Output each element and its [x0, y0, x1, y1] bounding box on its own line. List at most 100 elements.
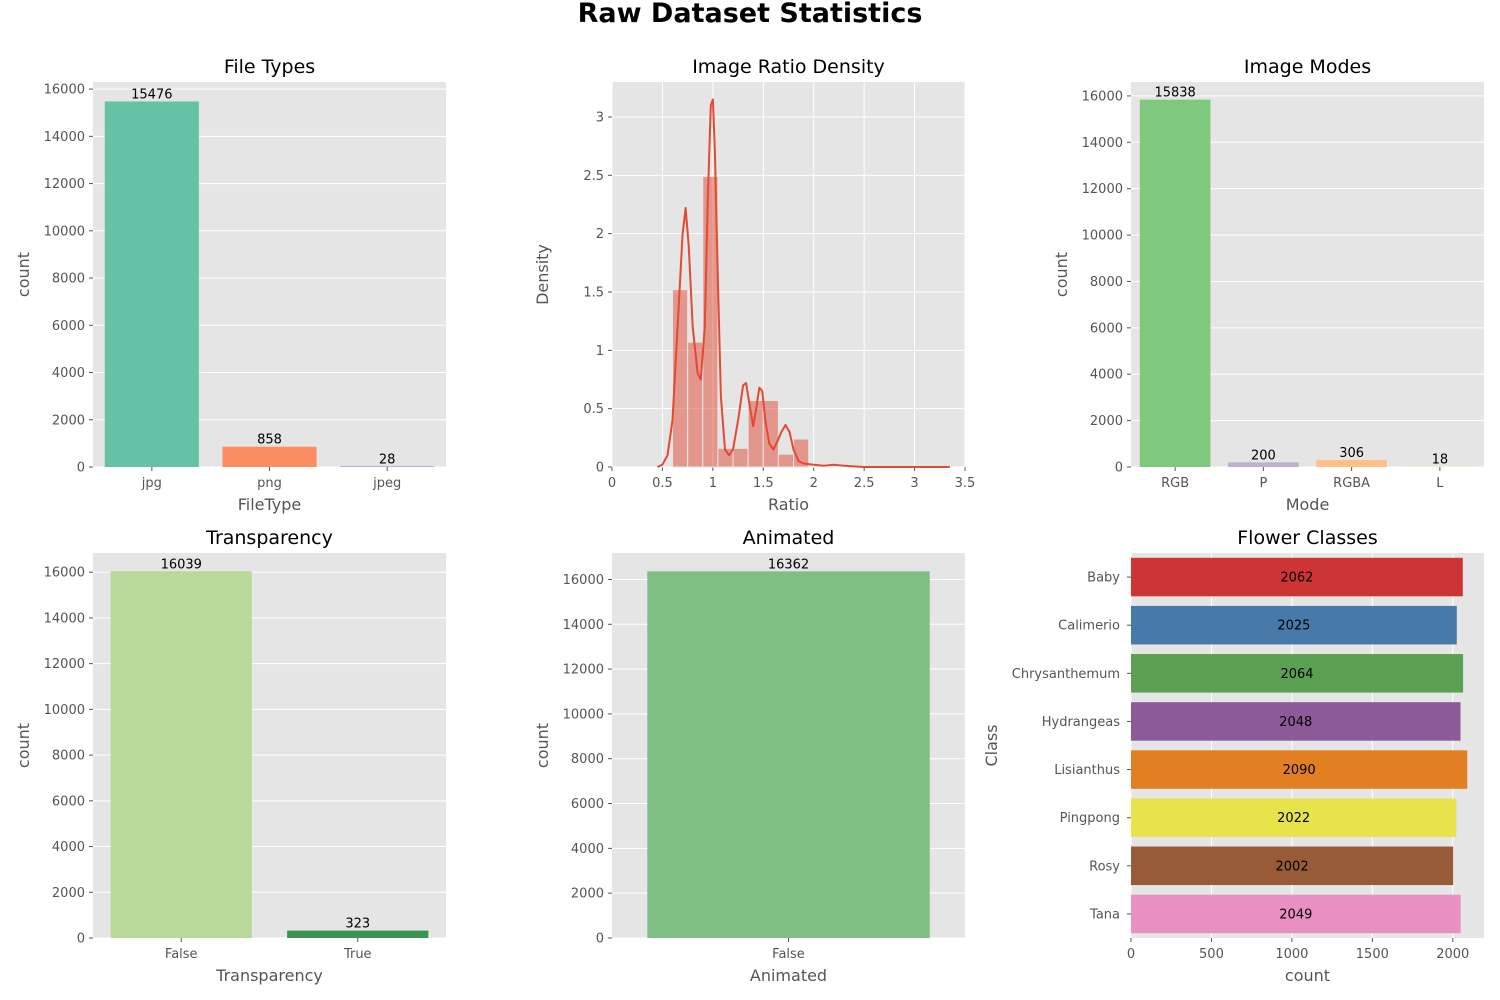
x-tick-label: L [1436, 476, 1444, 491]
data-label: 323 [345, 917, 370, 932]
bar-rgba [1316, 459, 1387, 467]
y-tick-label: Rosy [1089, 859, 1120, 874]
chart-title: File Types [224, 56, 315, 78]
chart-filetypes: File Types 0 2000 4000 6000 8000 10000 12000 140… [14, 56, 446, 514]
kde-line [656, 98, 950, 468]
bar-png [222, 446, 317, 467]
data-label: 16362 [768, 557, 809, 572]
y-tick-label: 0 [596, 461, 604, 476]
bar-tana [1131, 894, 1461, 934]
data-label: 2002 [1276, 859, 1309, 874]
x-tick-label: 500 [1199, 947, 1224, 962]
y-tick-label: 3 [596, 111, 604, 126]
y-tick-label: 12000 [44, 177, 85, 192]
bar-false [110, 571, 252, 938]
y-tick-label: 0 [596, 932, 604, 947]
x-tick-label: RGB [1161, 476, 1189, 491]
y-axis-label: count [533, 723, 552, 768]
bar-rosy [1131, 846, 1454, 886]
y-tick-label: 6000 [52, 319, 85, 334]
bar-jpg [104, 101, 199, 467]
x-axis-label: Ratio [768, 495, 809, 514]
y-tick-label: Tana [1089, 907, 1120, 922]
bar-pingpong [1131, 798, 1457, 837]
y-tick-label: 6000 [571, 797, 604, 812]
y-tick-label: Pingpong [1060, 811, 1120, 826]
bar-baby [1131, 557, 1463, 597]
y-tick-label: 12000 [1082, 182, 1123, 197]
bar-p [1228, 462, 1299, 467]
x-axis-label: Mode [1286, 495, 1330, 514]
x-tick-label: False [772, 947, 805, 962]
y-tick-label: Hydrangeas [1042, 715, 1120, 730]
bar-jpeg [340, 466, 435, 467]
y-tick-label: 16000 [1082, 89, 1123, 104]
x-tick-label: P [1259, 476, 1267, 491]
bar-calimerio [1131, 605, 1457, 645]
y-tick-label: 6000 [1090, 321, 1123, 336]
figure-title: Raw Dataset Statistics [578, 0, 923, 29]
y-tick-label: 14000 [44, 130, 85, 145]
data-label: 2048 [1279, 715, 1312, 730]
x-tick-label: 1 [709, 476, 717, 491]
x-tick-label: 2000 [1436, 947, 1469, 962]
x-tick-label: 1.5 [753, 476, 774, 491]
chart-classes: Flower Classes 0 500 1000 1500 2000 2062 Baby 20… [982, 527, 1484, 985]
data-label: 18 [1432, 453, 1449, 468]
x-tick-label: 2 [810, 476, 818, 491]
y-tick-label: 14000 [1082, 136, 1123, 151]
y-tick-label: 1.5 [583, 286, 604, 301]
plot-background [612, 82, 965, 467]
chart-title: Image Modes [1244, 56, 1371, 78]
y-tick-label: 4000 [52, 366, 85, 381]
y-tick-label: 0 [77, 932, 85, 947]
y-tick-label: 2 [596, 227, 604, 242]
y-tick-label: 16000 [44, 83, 85, 98]
x-tick-label: jpg [141, 476, 162, 491]
x-tick-label: False [165, 947, 198, 962]
y-axis-label: Class [982, 724, 1001, 766]
x-tick-label: 3 [910, 476, 918, 491]
x-tick-label: jpeg [372, 476, 401, 491]
bar-lisianthus [1131, 750, 1468, 789]
histogram-bin [777, 453, 795, 468]
y-tick-label: 10000 [563, 707, 604, 722]
y-tick-label: 10000 [44, 703, 85, 718]
histogram-bin [732, 447, 749, 468]
y-tick-label: 8000 [571, 752, 604, 767]
y-tick-label: 8000 [1090, 275, 1123, 290]
chart-modes: Image Modes 0 2000 4000 6000 8000 10000 12000 14… [1052, 56, 1484, 514]
x-tick-label: png [257, 476, 282, 491]
x-axis-label: count [1285, 966, 1330, 985]
y-tick-label: 4000 [571, 842, 604, 857]
x-tick-label: 1000 [1275, 947, 1308, 962]
chart-panels: File Types020004000600080001000012000140… [14, 56, 1484, 985]
data-label: 28 [379, 452, 396, 467]
y-tick-label: 2000 [571, 887, 604, 902]
data-label: 200 [1251, 448, 1276, 463]
y-tick-label: 12000 [44, 657, 85, 672]
data-label: 2064 [1280, 667, 1313, 682]
y-tick-label: 16000 [563, 573, 604, 588]
y-axis-label: count [1052, 252, 1071, 297]
y-tick-label: Chrysanthemum [1012, 667, 1120, 682]
y-tick-label: 0.5 [583, 402, 604, 417]
chart-title: Transparency [205, 527, 333, 549]
x-tick-label: True [343, 947, 372, 962]
y-tick-label: Baby [1087, 571, 1120, 586]
chart-transparency: Transparency 0 2000 4000 6000 8000 10000 12000 1… [14, 527, 446, 985]
data-label: 16039 [161, 557, 202, 572]
data-label: 15838 [1154, 86, 1195, 101]
y-tick-label: 4000 [1090, 368, 1123, 383]
x-axis-label: FileType [238, 495, 302, 514]
data-label: 2022 [1277, 811, 1310, 826]
data-label: 2025 [1277, 619, 1310, 634]
chart-ratio: Image Ratio Density 0 0.5 1 1.5 2 2.5 3 3.5 0 0.5 1… [533, 56, 975, 514]
x-tick-label: 0 [608, 476, 616, 491]
y-tick-label: 10000 [44, 224, 85, 239]
x-axis-label: Animated [750, 966, 827, 985]
y-tick-label: 14000 [44, 611, 85, 626]
bar-false [647, 571, 930, 938]
x-axis-label: Transparency [215, 966, 323, 985]
